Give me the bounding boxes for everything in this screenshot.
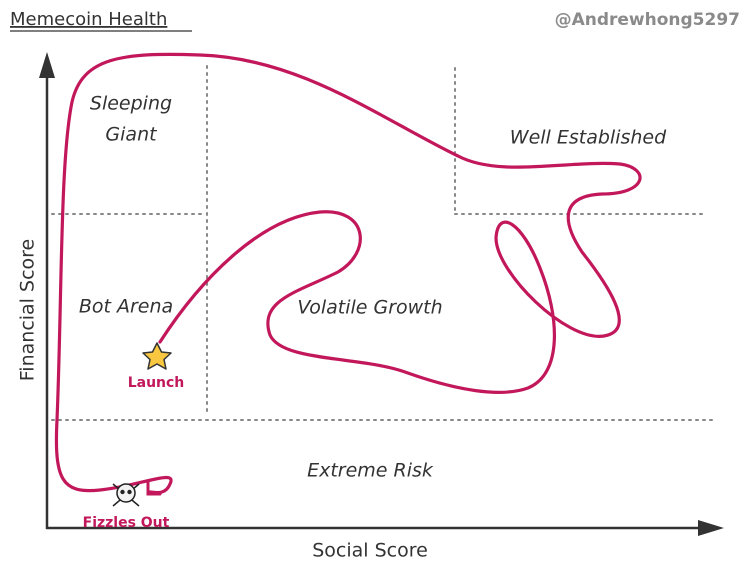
- region-label: Extreme Risk: [307, 460, 434, 482]
- region-label: Well Established: [510, 127, 667, 149]
- y-axis-label: Financial Score: [17, 239, 39, 381]
- quadrant-lines: [51, 65, 716, 421]
- region-label: Sleeping: [90, 93, 172, 115]
- region-label: Volatile Growth: [297, 297, 442, 319]
- trajectory-arrowhead: [146, 480, 162, 496]
- axes: [39, 52, 724, 536]
- launch-star: [142, 342, 172, 370]
- region-label: Giant: [105, 124, 158, 146]
- region-label: Bot Arena: [79, 296, 173, 318]
- handle: @Andrewhong5297: [555, 10, 740, 30]
- start-label: Launch: [128, 375, 185, 391]
- trajectory: [54, 52, 642, 495]
- x-axis-label: Social Score: [312, 540, 428, 562]
- fizzle-skull: [112, 483, 140, 507]
- title: Memecoin Health: [10, 9, 167, 30]
- end-label: Fizzles Out: [83, 515, 170, 531]
